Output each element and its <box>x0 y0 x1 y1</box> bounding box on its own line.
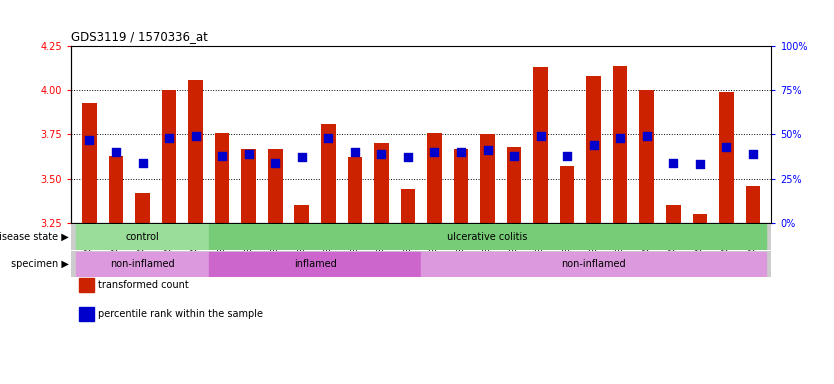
Bar <box>215 132 229 223</box>
Point <box>215 152 229 159</box>
Point <box>507 152 520 159</box>
Bar <box>586 76 601 223</box>
Text: non-inflamed: non-inflamed <box>110 259 175 269</box>
Bar <box>746 185 760 223</box>
Text: GDS3119 / 1570336_at: GDS3119 / 1570336_at <box>71 30 208 43</box>
Bar <box>348 157 362 223</box>
Bar <box>294 205 309 223</box>
Bar <box>454 149 468 223</box>
Bar <box>76 224 208 250</box>
Bar <box>162 90 176 223</box>
Bar <box>83 103 97 223</box>
Text: control: control <box>126 232 159 242</box>
Point <box>481 147 495 153</box>
Point <box>587 142 600 148</box>
Point <box>746 151 760 157</box>
Text: percentile rank within the sample: percentile rank within the sample <box>98 309 263 319</box>
Bar <box>692 214 707 223</box>
Bar <box>640 90 654 223</box>
Point <box>295 154 309 161</box>
Point <box>242 151 255 157</box>
Bar <box>76 252 208 277</box>
Bar <box>208 252 421 277</box>
Point <box>614 135 627 141</box>
Text: transformed count: transformed count <box>98 280 188 290</box>
Bar <box>507 147 521 223</box>
Text: disease state ▶: disease state ▶ <box>0 232 69 242</box>
Bar <box>268 149 283 223</box>
Bar <box>533 67 548 223</box>
Point <box>136 160 149 166</box>
Point <box>322 135 335 141</box>
Bar <box>321 124 335 223</box>
Point <box>720 144 733 150</box>
Point <box>640 133 653 139</box>
Bar <box>719 92 734 223</box>
Bar <box>400 189 415 223</box>
Point <box>455 149 468 155</box>
Point <box>269 160 282 166</box>
Bar <box>208 224 766 250</box>
Bar <box>666 205 681 223</box>
Point <box>693 161 706 167</box>
Point <box>428 149 441 155</box>
Point <box>560 152 574 159</box>
Point <box>348 149 361 155</box>
Point <box>189 133 203 139</box>
Bar <box>188 79 203 223</box>
Text: specimen ▶: specimen ▶ <box>12 259 69 269</box>
Bar <box>613 66 627 223</box>
Point <box>163 135 176 141</box>
Point <box>534 133 547 139</box>
Bar <box>427 132 442 223</box>
Bar <box>421 252 766 277</box>
Point <box>666 160 680 166</box>
Point <box>374 151 388 157</box>
Bar <box>560 166 575 223</box>
Bar <box>480 134 495 223</box>
Bar <box>374 143 389 223</box>
Point <box>109 149 123 155</box>
Bar <box>241 149 256 223</box>
Bar <box>135 193 150 223</box>
Text: non-inflamed: non-inflamed <box>561 259 626 269</box>
Bar <box>108 156 123 223</box>
Text: inflamed: inflamed <box>294 259 336 269</box>
Point <box>83 137 96 143</box>
Text: ulcerative colitis: ulcerative colitis <box>447 232 528 242</box>
Point <box>401 154 414 161</box>
